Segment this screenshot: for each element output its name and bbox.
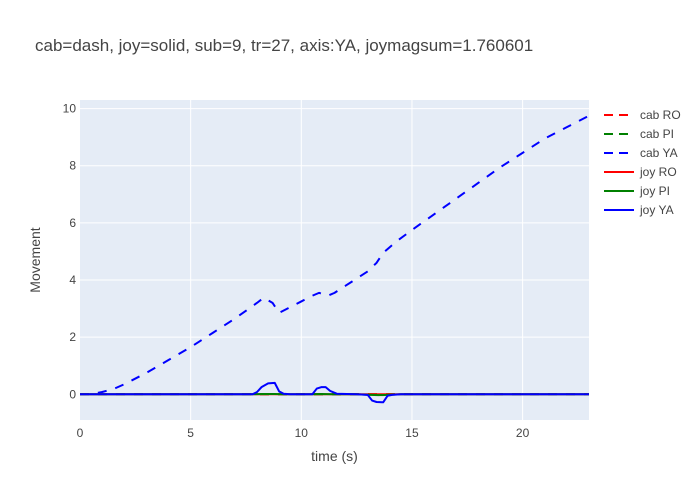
y-tick-label: 6 [69, 216, 76, 230]
y-tick-label: 0 [69, 387, 76, 401]
y-tick-label: 2 [69, 330, 76, 344]
series-line-joy-pi [80, 393, 589, 397]
series-line-joy-ya [80, 381, 589, 404]
y-tick-label: 10 [63, 102, 77, 116]
y-tick-label: 4 [69, 273, 76, 287]
y-tick-label: 8 [69, 159, 76, 173]
series-layer [80, 114, 589, 404]
series-line-cab-ya [80, 114, 589, 396]
y-axis-title: Movement [27, 227, 43, 292]
x-tick-label: 0 [77, 426, 84, 440]
tick-labels: 0 5 10 15 20 0 2 4 6 8 10 [63, 102, 530, 440]
x-tick-label: 15 [405, 426, 419, 440]
x-tick-label: 20 [516, 426, 530, 440]
x-tick-label: 5 [187, 426, 194, 440]
legend-label: cab YA [640, 146, 678, 160]
legend-label: joy PI [639, 184, 670, 198]
legend-label: joy RO [639, 165, 677, 179]
legend-label: cab RO [640, 108, 681, 122]
x-tick-label: 10 [295, 426, 309, 440]
x-axis-title: time (s) [311, 448, 358, 464]
legend-label: joy YA [639, 203, 674, 217]
plot-area [80, 100, 589, 420]
chart-title: cab=dash, joy=solid, sub=9, tr=27, axis:… [35, 36, 533, 55]
legend: cab RO cab PI cab YA joy RO joy PI joy YA [604, 108, 681, 217]
legend-label: cab PI [640, 127, 674, 141]
